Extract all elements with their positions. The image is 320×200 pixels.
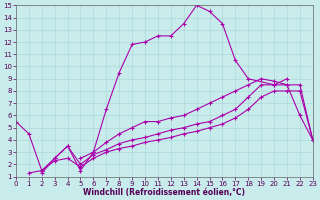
X-axis label: Windchill (Refroidissement éolien,°C): Windchill (Refroidissement éolien,°C) — [84, 188, 245, 197]
